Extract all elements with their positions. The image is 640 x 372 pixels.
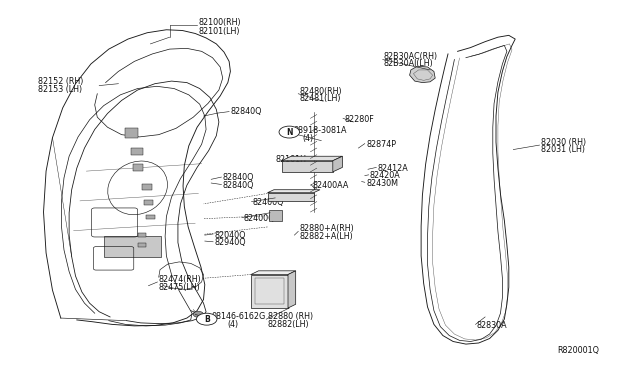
FancyBboxPatch shape: [144, 200, 153, 205]
Text: 82480(RH): 82480(RH): [300, 87, 342, 96]
Polygon shape: [268, 190, 320, 193]
Text: 08918-3081A: 08918-3081A: [293, 126, 347, 135]
Text: 82474(RH): 82474(RH): [159, 275, 202, 284]
Text: 82880 (RH): 82880 (RH): [268, 312, 313, 321]
Text: 82412A: 82412A: [378, 164, 408, 173]
Text: 82153 (LH): 82153 (LH): [38, 85, 83, 94]
Text: 82882(LH): 82882(LH): [268, 320, 309, 329]
Text: 82100(RH): 82100(RH): [198, 18, 241, 27]
FancyBboxPatch shape: [131, 148, 143, 155]
Text: R820001Q: R820001Q: [557, 346, 599, 355]
Text: N: N: [286, 128, 292, 137]
Circle shape: [196, 313, 217, 325]
FancyBboxPatch shape: [146, 215, 155, 219]
FancyBboxPatch shape: [142, 184, 152, 190]
Polygon shape: [282, 161, 333, 172]
Circle shape: [193, 311, 204, 317]
Text: (4): (4): [302, 134, 313, 143]
Text: 82840Q: 82840Q: [223, 173, 254, 182]
Polygon shape: [410, 66, 435, 83]
FancyBboxPatch shape: [138, 243, 146, 247]
Text: B: B: [204, 315, 209, 324]
Text: 82882+A(LH): 82882+A(LH): [300, 232, 353, 241]
Text: 82031 (LH): 82031 (LH): [541, 145, 585, 154]
Text: 82B30AC(RH): 82B30AC(RH): [384, 52, 438, 61]
Text: 82B30AI(LH): 82B30AI(LH): [384, 60, 434, 68]
Text: 82152 (RH): 82152 (RH): [38, 77, 84, 86]
Polygon shape: [268, 193, 314, 201]
Polygon shape: [251, 275, 288, 308]
Text: 82400Q: 82400Q: [243, 214, 275, 223]
Text: 82040Q: 82040Q: [214, 231, 246, 240]
Text: 82101H: 82101H: [275, 155, 306, 164]
Polygon shape: [251, 271, 296, 275]
Text: 82874P: 82874P: [366, 140, 396, 149]
FancyBboxPatch shape: [269, 210, 282, 221]
Text: 82101(LH): 82101(LH): [198, 27, 240, 36]
Text: 82840Q: 82840Q: [223, 181, 254, 190]
FancyBboxPatch shape: [125, 128, 138, 138]
Text: 82840Q: 82840Q: [230, 107, 262, 116]
Polygon shape: [288, 271, 296, 308]
Text: 82830A: 82830A: [477, 321, 508, 330]
Polygon shape: [333, 156, 342, 172]
Text: 82030 (RH): 82030 (RH): [541, 138, 586, 147]
Text: 82400Q: 82400Q: [253, 198, 284, 207]
Text: 82940Q: 82940Q: [214, 238, 246, 247]
FancyBboxPatch shape: [133, 164, 143, 171]
Circle shape: [279, 126, 300, 138]
Text: 82880+A(RH): 82880+A(RH): [300, 224, 355, 233]
Text: 82400AA: 82400AA: [312, 181, 349, 190]
Text: (4): (4): [227, 320, 238, 329]
Polygon shape: [282, 156, 342, 161]
Text: 82280F: 82280F: [344, 115, 374, 124]
FancyBboxPatch shape: [138, 233, 146, 237]
FancyBboxPatch shape: [104, 236, 161, 257]
Text: 82430M: 82430M: [366, 179, 398, 187]
Text: 82481(LH): 82481(LH): [300, 94, 341, 103]
Text: 08146-6162G: 08146-6162G: [211, 312, 266, 321]
Text: 82420A: 82420A: [370, 171, 401, 180]
Text: 82475(LH): 82475(LH): [159, 283, 200, 292]
